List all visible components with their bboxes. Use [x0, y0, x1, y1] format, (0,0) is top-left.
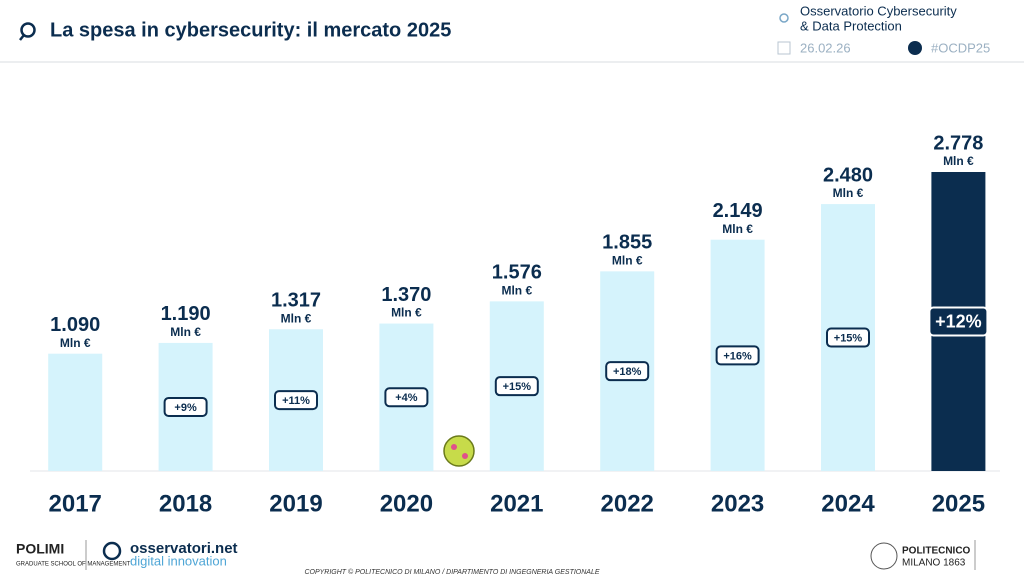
- x-tick-label: 2025: [932, 490, 985, 517]
- x-tick-label: 2020: [380, 490, 433, 517]
- unit-label: Mln €: [60, 336, 91, 350]
- virus-icon: [443, 435, 475, 467]
- growth-box: [163, 396, 208, 417]
- bar: [48, 353, 103, 471]
- osservatori: osservatori.net: [130, 540, 238, 557]
- politecnico: POLITECNICO: [902, 546, 971, 557]
- unit-label: Mln €: [391, 306, 422, 320]
- x-tick-label: 2017: [49, 490, 102, 517]
- source-icon: [779, 13, 789, 23]
- growth-label: +4%: [395, 392, 418, 404]
- growth-label: +15%: [503, 381, 532, 393]
- value-label: 1.317: [271, 290, 321, 312]
- unit-label: Mln €: [722, 222, 753, 236]
- x-tick-label: 2023: [711, 490, 764, 517]
- growth-label: +15%: [834, 332, 863, 344]
- value-label: 1.190: [161, 303, 211, 325]
- growth-box: [826, 327, 870, 348]
- unit-label: Mln €: [281, 311, 312, 325]
- search-icon-handle: [19, 34, 25, 41]
- x-tick-label: 2022: [601, 490, 654, 517]
- copyright: COPYRIGHT © POLITECNICO DI MILANO / DIPA…: [304, 568, 599, 576]
- value-label: 2.778: [933, 132, 983, 154]
- growth-label: +12%: [935, 311, 982, 331]
- polimi-logo: POLIMI: [16, 541, 64, 557]
- x-icon: [908, 41, 922, 55]
- politecnico-seal: [870, 542, 898, 570]
- growth-box: [715, 345, 760, 366]
- growth-box: [384, 387, 429, 408]
- growth-label: +11%: [282, 395, 310, 407]
- source: & Data Protection: [800, 18, 902, 33]
- school: GRADUATE SCHOOL OF MANAGEMENT: [16, 562, 131, 568]
- unit-label: Mln €: [943, 154, 974, 168]
- x-tick-label: 2021: [490, 490, 543, 517]
- unit-label: Mln €: [170, 325, 201, 339]
- date: 26.02.26: [800, 40, 851, 55]
- value-label: 2.149: [713, 200, 763, 222]
- value-label: 1.855: [602, 232, 652, 254]
- growth-label: +16%: [723, 350, 752, 362]
- growth-label: +9%: [174, 402, 197, 414]
- growth-box: [494, 376, 539, 397]
- value-label: 1.576: [492, 262, 542, 284]
- milano: MILANO 1863: [902, 558, 966, 569]
- unit-label: Mln €: [612, 254, 643, 268]
- x-tick-label: 2024: [821, 490, 875, 517]
- unit-label: Mln €: [833, 186, 864, 200]
- value-label: 2.480: [823, 164, 873, 186]
- digital: digital innovation: [130, 553, 227, 568]
- calendar-icon: [777, 41, 791, 55]
- growth-label: +18%: [613, 366, 642, 378]
- value-label: 1.370: [381, 284, 431, 306]
- growth-box: [274, 390, 318, 411]
- x-tick-label: 2019: [269, 490, 322, 517]
- search-icon: [20, 22, 36, 38]
- value-label: 1.090: [50, 314, 100, 336]
- osservatori-icon: [102, 541, 122, 561]
- growth-box: [605, 361, 650, 382]
- source: Osservatorio Cybersecurity: [800, 3, 957, 18]
- title: La spesa in cybersecurity: il mercato 20…: [50, 19, 451, 41]
- hashtag: #OCDP25: [931, 40, 990, 55]
- growth-box: [928, 306, 989, 337]
- x-tick-label: 2018: [159, 490, 212, 517]
- unit-label: Mln €: [501, 284, 532, 298]
